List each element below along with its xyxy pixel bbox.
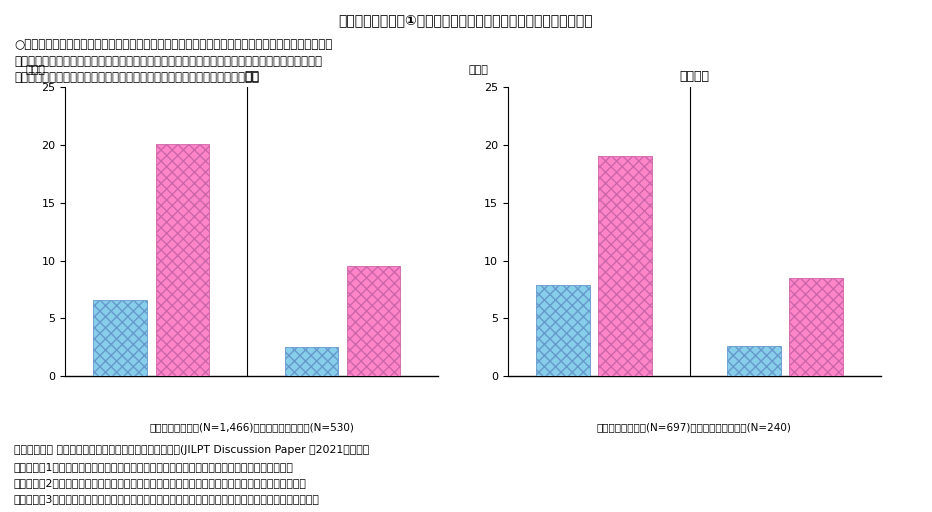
Y-axis label: （％）: （％） (468, 66, 488, 75)
Bar (347, 266, 400, 376)
Text: 女性の収入減なし(N=697)　女性の収入減あり(N=240): 女性の収入減なし(N=697) 女性の収入減あり(N=240) (596, 422, 792, 433)
Text: 女性の収入減なし(N=1,466)　女性の収入減あり(N=530): 女性の収入減なし(N=1,466) 女性の収入減あり(N=530) (149, 422, 354, 433)
Text: 《コラム１－２－①図：女性の収入減少の有無別家計のひっ辫度》: 《コラム１－２－①図：女性の収入減少の有無別家計のひっ辫度》 (338, 13, 594, 27)
Text: での食費の切詳めに転じ、１割弱が公共料金等の滞納をしているという結果となっており、これは: での食費の切詳めに転じ、１割弱が公共料金等の滞納をしているという結果となっており… (14, 55, 322, 68)
Text: 3）「公共料金等」にガス・水道・電気・電話料金、家賞、住宅ローン、その他債務を含む。: 3）「公共料金等」にガス・水道・電気・電話料金、家賞、住宅ローン、その他債務を含… (14, 494, 320, 504)
Text: （注）　1）「収入減」とは、通常月に比べて直近月の月収が１割以上減少したことを指す。: （注） 1）「収入減」とは、通常月に比べて直近月の月収が１割以上減少したことを指… (14, 462, 294, 473)
Bar (284, 347, 338, 376)
Text: ○　ＪＩＬＰＴ連続調査の８月調査によれば、女性の収入が１割以上減った世帯について、２割が家: ○ ＪＩＬＰＴ連続調査の８月調査によれば、女性の収入が１割以上減った世帯について… (14, 38, 332, 51)
Title: 全体: 全体 (244, 70, 259, 83)
Y-axis label: （％）: （％） (25, 66, 46, 75)
Title: 有配偶者: 有配偶者 (679, 70, 709, 83)
Text: 女性の収入があまり減っていない世帯と比べ、割合が２～４倍になっている。: 女性の収入があまり減っていない世帯と比べ、割合が２～４倍になっている。 (14, 71, 259, 84)
Bar (93, 300, 147, 376)
Bar (156, 144, 209, 376)
Bar (789, 278, 843, 376)
Bar (536, 285, 590, 376)
Bar (598, 157, 651, 376)
Text: 2）「切詳めに転じた」とは、通常月は切詳めなし、直近月は切詳めありの場合を指す。: 2）「切詳めに転じた」とは、通常月は切詳めなし、直近月は切詳めありの場合を指す。 (14, 478, 307, 488)
Bar (727, 346, 781, 376)
Text: 資料出所　周 燕飛「コロナショックと女性の雇用危機」(JILPT Discussion Paper 、2021年３月）: 資料出所 周 燕飛「コロナショックと女性の雇用危機」(JILPT Discuss… (14, 445, 369, 456)
